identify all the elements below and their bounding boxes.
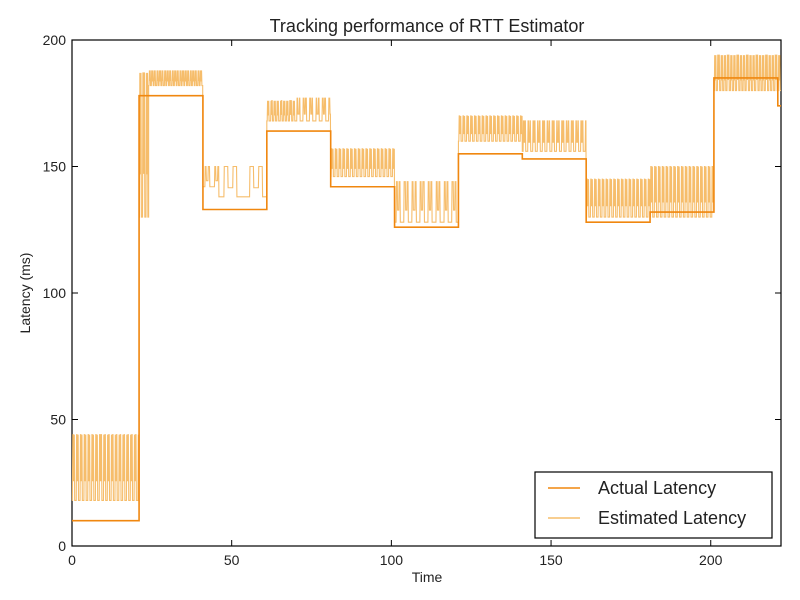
legend: Actual Latency Estimated Latency bbox=[534, 471, 773, 539]
y-tick-label-150: 150 bbox=[43, 159, 67, 175]
y-tick-label-50: 50 bbox=[50, 412, 66, 428]
x-tick-label-50: 50 bbox=[224, 552, 240, 568]
x-tick-label-0: 0 bbox=[68, 552, 76, 568]
chart-title: Tracking performance of RTT Estimator bbox=[270, 16, 585, 36]
legend-label-estimated: Estimated Latency bbox=[598, 508, 746, 528]
legend-label-actual: Actual Latency bbox=[598, 478, 716, 498]
series-estimated-latency bbox=[71, 54, 781, 502]
series-actual-latency bbox=[72, 77, 781, 522]
x-tick-label-200: 200 bbox=[699, 552, 723, 568]
series-layer bbox=[71, 54, 781, 522]
y-tick-label-100: 100 bbox=[43, 285, 67, 301]
x-axis: 0 50 100 150 200 bbox=[68, 40, 723, 568]
plot-frame bbox=[71, 39, 782, 547]
x-axis-label: Time bbox=[412, 569, 443, 585]
legend-frame bbox=[534, 471, 773, 539]
y-tick-label-0: 0 bbox=[58, 538, 66, 554]
x-tick-label-100: 100 bbox=[380, 552, 404, 568]
y-tick-label-200: 200 bbox=[43, 32, 67, 48]
x-tick-label-150: 150 bbox=[539, 552, 563, 568]
y-axis: 0 50 100 150 200 bbox=[43, 32, 781, 554]
y-axis-label: Latency (ms) bbox=[17, 253, 33, 334]
